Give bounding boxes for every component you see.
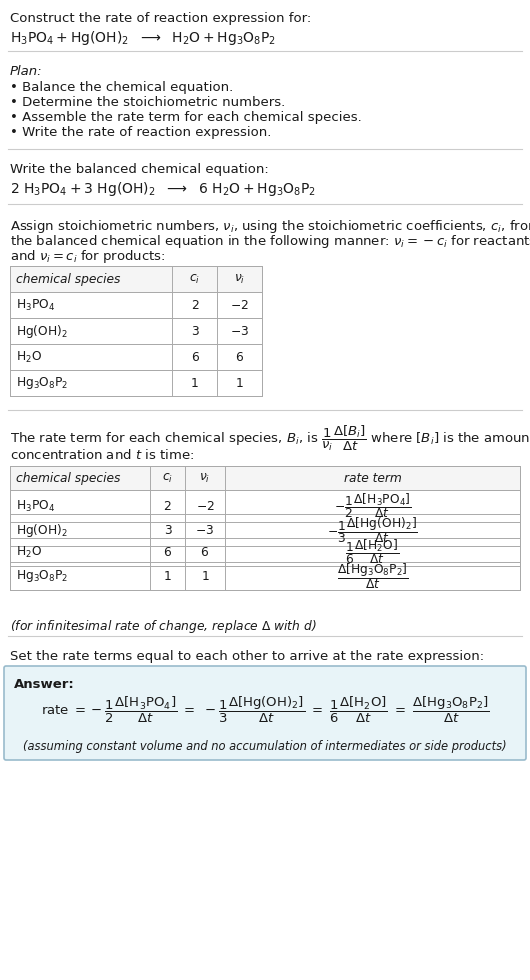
Bar [10, 466, 520, 490]
Text: • Assemble the rate term for each chemical species.: • Assemble the rate term for each chemic… [10, 111, 362, 124]
Text: $\dfrac{\Delta[\mathrm{Hg_3O_8P_2}]}{\Delta t}$: $\dfrac{\Delta[\mathrm{Hg_3O_8P_2}]}{\De… [337, 562, 409, 591]
Text: $\mathrm{H_2O}$: $\mathrm{H_2O}$ [16, 350, 42, 365]
Text: $-\dfrac{1}{3}\dfrac{\Delta[\mathrm{Hg(OH)_2}]}{\Delta t}$: $-\dfrac{1}{3}\dfrac{\Delta[\mathrm{Hg(O… [327, 515, 418, 545]
Bar [10, 266, 262, 292]
Bar [10, 514, 520, 546]
Text: the balanced chemical equation in the following manner: $\nu_i = -c_i$ for react: the balanced chemical equation in the fo… [10, 233, 530, 250]
Bar [10, 318, 262, 344]
Text: $-2$: $-2$ [196, 500, 214, 513]
Text: $\dfrac{1}{6}\dfrac{\Delta[\mathrm{H_2O}]}{\Delta t}$: $\dfrac{1}{6}\dfrac{\Delta[\mathrm{H_2O}… [346, 538, 400, 566]
Text: $\mathrm{Hg(OH)_2}$: $\mathrm{Hg(OH)_2}$ [16, 521, 68, 538]
Text: $6$: $6$ [200, 546, 209, 559]
Text: 1: 1 [191, 376, 198, 389]
Text: 3: 3 [191, 324, 198, 337]
Text: 3: 3 [164, 523, 171, 536]
Bar [10, 538, 520, 566]
Text: rate term: rate term [343, 471, 401, 484]
Text: $c_i$: $c_i$ [162, 471, 173, 484]
Text: concentration and $t$ is time:: concentration and $t$ is time: [10, 448, 194, 462]
Text: $-3$: $-3$ [196, 523, 215, 536]
Text: $-\dfrac{1}{2}\dfrac{\Delta[\mathrm{H_3PO_4}]}{\Delta t}$: $-\dfrac{1}{2}\dfrac{\Delta[\mathrm{H_3P… [334, 492, 411, 520]
Bar [10, 490, 520, 522]
Text: The rate term for each chemical species, $B_i$, is $\dfrac{1}{\nu_i}\dfrac{\Delt: The rate term for each chemical species,… [10, 424, 530, 454]
Text: chemical species: chemical species [16, 272, 120, 285]
Bar [10, 292, 262, 318]
Text: rate $= -\dfrac{1}{2}\dfrac{\Delta[\mathrm{H_3PO_4}]}{\Delta t}\ =\ -\dfrac{1}{3: rate $= -\dfrac{1}{2}\dfrac{\Delta[\math… [41, 695, 489, 725]
Text: 2: 2 [164, 500, 171, 513]
Text: $1$: $1$ [201, 569, 209, 582]
Bar [10, 344, 262, 370]
Text: $\mathrm{Hg_3O_8P_2}$: $\mathrm{Hg_3O_8P_2}$ [16, 568, 68, 584]
Text: Plan:: Plan: [10, 65, 42, 78]
Text: Answer:: Answer: [14, 678, 75, 691]
Bar [10, 370, 262, 396]
Text: $\mathrm{H_2O}$: $\mathrm{H_2O}$ [16, 545, 42, 560]
Text: $c_i$: $c_i$ [189, 272, 200, 285]
Text: (assuming constant volume and no accumulation of intermediates or side products): (assuming constant volume and no accumul… [23, 740, 507, 753]
Text: $-2$: $-2$ [230, 299, 249, 312]
Text: • Determine the stoichiometric numbers.: • Determine the stoichiometric numbers. [10, 96, 285, 109]
Text: $\mathrm{H_3PO_4}$: $\mathrm{H_3PO_4}$ [16, 499, 55, 514]
Text: $6$: $6$ [235, 351, 244, 364]
Text: $\mathrm{2\ H_3PO_4 + 3\ Hg(OH)_2\ \ \longrightarrow\ \ 6\ H_2O + Hg_3O_8P_2}$: $\mathrm{2\ H_3PO_4 + 3\ Hg(OH)_2\ \ \lo… [10, 180, 316, 198]
Text: $\mathrm{H_3PO_4 + Hg(OH)_2\ \ \longrightarrow\ \ H_2O + Hg_3O_8P_2}$: $\mathrm{H_3PO_4 + Hg(OH)_2\ \ \longrigh… [10, 29, 276, 47]
Text: 6: 6 [191, 351, 198, 364]
Text: • Write the rate of reaction expression.: • Write the rate of reaction expression. [10, 126, 271, 139]
Text: chemical species: chemical species [16, 471, 120, 484]
Text: • Balance the chemical equation.: • Balance the chemical equation. [10, 81, 233, 94]
Text: $\nu_i$: $\nu_i$ [199, 471, 210, 484]
Text: $\mathrm{Hg_3O_8P_2}$: $\mathrm{Hg_3O_8P_2}$ [16, 375, 68, 391]
Text: Construct the rate of reaction expression for:: Construct the rate of reaction expressio… [10, 12, 311, 25]
Text: $\mathrm{H_3PO_4}$: $\mathrm{H_3PO_4}$ [16, 298, 55, 313]
Text: and $\nu_i = c_i$ for products:: and $\nu_i = c_i$ for products: [10, 248, 165, 265]
Text: Write the balanced chemical equation:: Write the balanced chemical equation: [10, 163, 269, 176]
Text: $\mathrm{Hg(OH)_2}$: $\mathrm{Hg(OH)_2}$ [16, 322, 68, 339]
Text: 6: 6 [164, 546, 171, 559]
Text: 2: 2 [191, 299, 198, 312]
Text: $-3$: $-3$ [230, 324, 249, 337]
Text: (for infinitesimal rate of change, replace $\Delta$ with $d$): (for infinitesimal rate of change, repla… [10, 618, 316, 635]
Text: 1: 1 [164, 569, 171, 582]
Text: $\nu_i$: $\nu_i$ [234, 272, 245, 285]
Bar [10, 562, 520, 590]
Text: Set the rate terms equal to each other to arrive at the rate expression:: Set the rate terms equal to each other t… [10, 650, 484, 663]
FancyBboxPatch shape [4, 666, 526, 760]
Text: $1$: $1$ [235, 376, 244, 389]
Text: Assign stoichiometric numbers, $\nu_i$, using the stoichiometric coefficients, $: Assign stoichiometric numbers, $\nu_i$, … [10, 218, 530, 235]
